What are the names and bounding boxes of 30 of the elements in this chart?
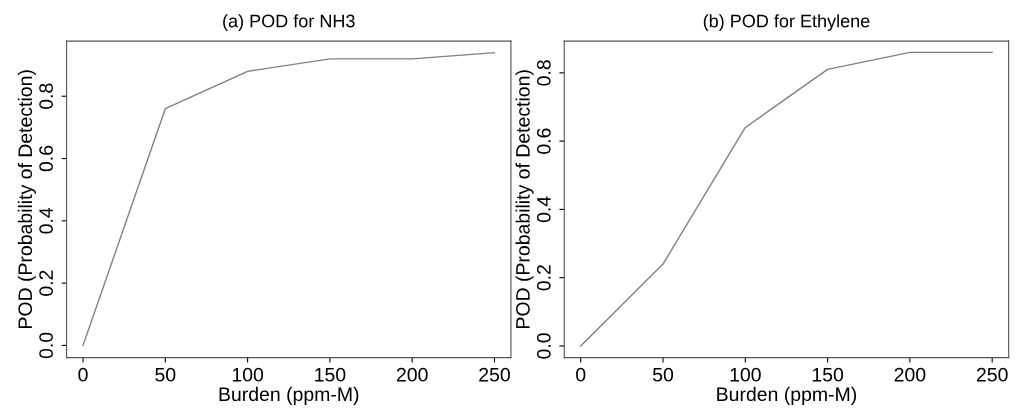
x-axis-title: Burden (ppm-M) (717, 386, 857, 405)
x-tick-label: 150 (315, 367, 346, 382)
x-tick-label: 150 (812, 367, 844, 382)
line-series (580, 51, 993, 347)
x-tick-label: 100 (730, 367, 761, 382)
x-tick-label: 50 (155, 367, 176, 382)
x-tick-label: 50 (652, 367, 674, 382)
y-tick-label: 0.8 (536, 60, 551, 86)
x-tick-label: 200 (894, 367, 926, 382)
y-tick-label: 0.2 (536, 265, 551, 291)
x-tick-label: 100 (232, 367, 264, 382)
y-tick-label: 0.6 (39, 145, 53, 172)
y-tick-label: 0.8 (39, 83, 53, 109)
y-tick-label: 0.4 (39, 207, 53, 234)
y-axis-title: POD (Probability of Detection) (17, 70, 36, 328)
chart-title: (b) POD for Ethylene (703, 14, 870, 31)
x-tick-label: 0 (78, 367, 88, 382)
y-tick-label: 0.6 (536, 128, 551, 154)
x-axis-title: Burden (ppm-M) (219, 386, 359, 405)
line-series (82, 51, 496, 347)
chart-title: (a) POD for NH3 (223, 14, 355, 31)
y-axis-title: POD (Probability of Detection) (515, 70, 534, 328)
y-tick-label: 0.0 (39, 332, 53, 359)
x-tick-label: 200 (396, 367, 428, 382)
x-tick-label: 0 (576, 367, 586, 382)
y-tick-label: 0.2 (39, 270, 53, 296)
y-tick-label: 0.0 (536, 333, 551, 359)
y-tick-label: 0.4 (536, 196, 551, 223)
x-tick-label: 250 (976, 367, 1008, 382)
x-tick-label: 250 (479, 367, 510, 382)
